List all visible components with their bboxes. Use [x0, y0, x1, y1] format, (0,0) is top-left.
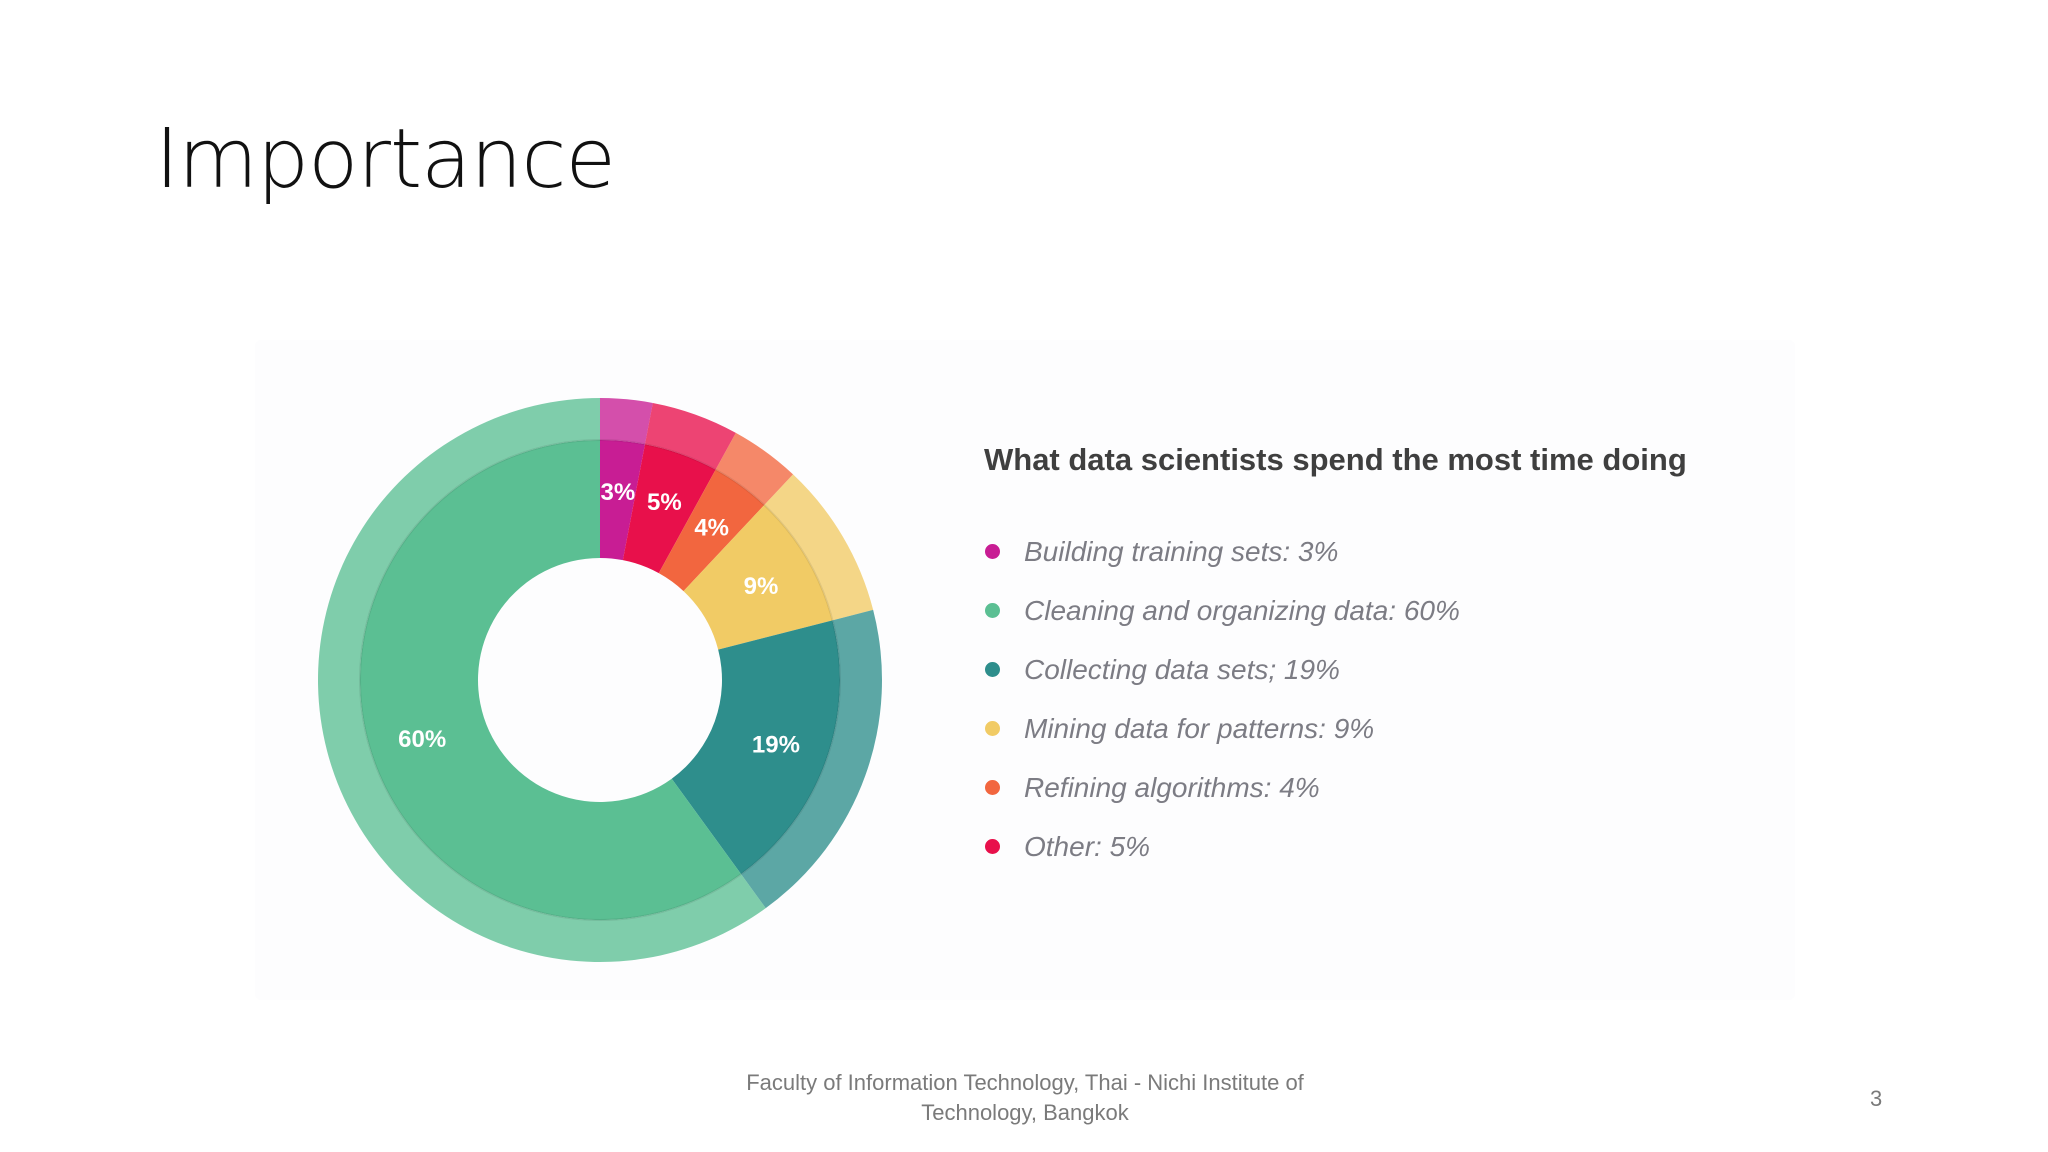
slice-60 [360, 440, 742, 920]
data-label-3: 3% [601, 479, 636, 506]
legend-item: Building training sets: 3% [985, 522, 1460, 581]
data-label-4: 4% [694, 514, 729, 541]
ring-separator [359, 439, 841, 921]
slice-outer-3 [600, 398, 653, 445]
slice-9 [683, 505, 833, 650]
data-label-9: 9% [744, 573, 779, 600]
legend-item: Cleaning and organizing data: 60% [985, 581, 1460, 640]
slice-outer-19 [741, 609, 882, 909]
legend-dot-icon [985, 662, 1000, 677]
legend-dot-icon [985, 544, 1000, 559]
slice-outer-9 [764, 474, 874, 621]
legend-item: Collecting data sets; 19% [985, 640, 1460, 699]
legend-label: Collecting data sets; 19% [1024, 653, 1340, 685]
legend-label: Other: 5% [1024, 830, 1151, 862]
legend-label: Building training sets: 3% [1024, 535, 1339, 567]
legend-dot-icon [985, 721, 1000, 736]
data-label-19: 19% [752, 731, 800, 758]
slice-4 [658, 469, 765, 592]
page-number: 3 [1870, 1086, 1883, 1111]
legend-label: Cleaning and organizing data: 60% [1024, 594, 1460, 626]
slice-19 [671, 620, 841, 875]
legend-label: Mining data for patterns: 9% [1024, 712, 1375, 744]
slice-outer-60 [318, 398, 766, 962]
donut-chart: 3% 5% 4% 9% 19% 60% [318, 398, 882, 962]
legend-dot-icon [985, 839, 1000, 854]
data-label-60: 60% [398, 726, 446, 753]
legend-dot-icon [985, 603, 1000, 618]
chart-title: What data scientists spend the most time… [984, 442, 1687, 477]
data-label-5: 5% [647, 489, 682, 516]
slice-outer-4 [715, 432, 794, 506]
legend-item: Refining algorithms: 4% [985, 758, 1460, 817]
footer-line-1: Faculty of Information Technology, Thai … [746, 1070, 1304, 1095]
legend-label: Refining algorithms: 4% [1024, 771, 1320, 803]
legend-item: Mining data for patterns: 9% [985, 699, 1460, 758]
slice-outer-5 [644, 402, 736, 470]
slice-3 [600, 440, 645, 561]
slice-5 [622, 444, 716, 574]
footer-line-2: Technology, Bangkok [921, 1100, 1129, 1125]
chart-legend: Building training sets: 3% Cleaning and o… [985, 522, 1460, 876]
legend-item: Other: 5% [985, 817, 1460, 876]
slide-title: Importance [155, 112, 616, 207]
legend-dot-icon [985, 780, 1000, 795]
slide-footer: Faculty of Information Technology, Thai … [700, 1068, 1350, 1128]
